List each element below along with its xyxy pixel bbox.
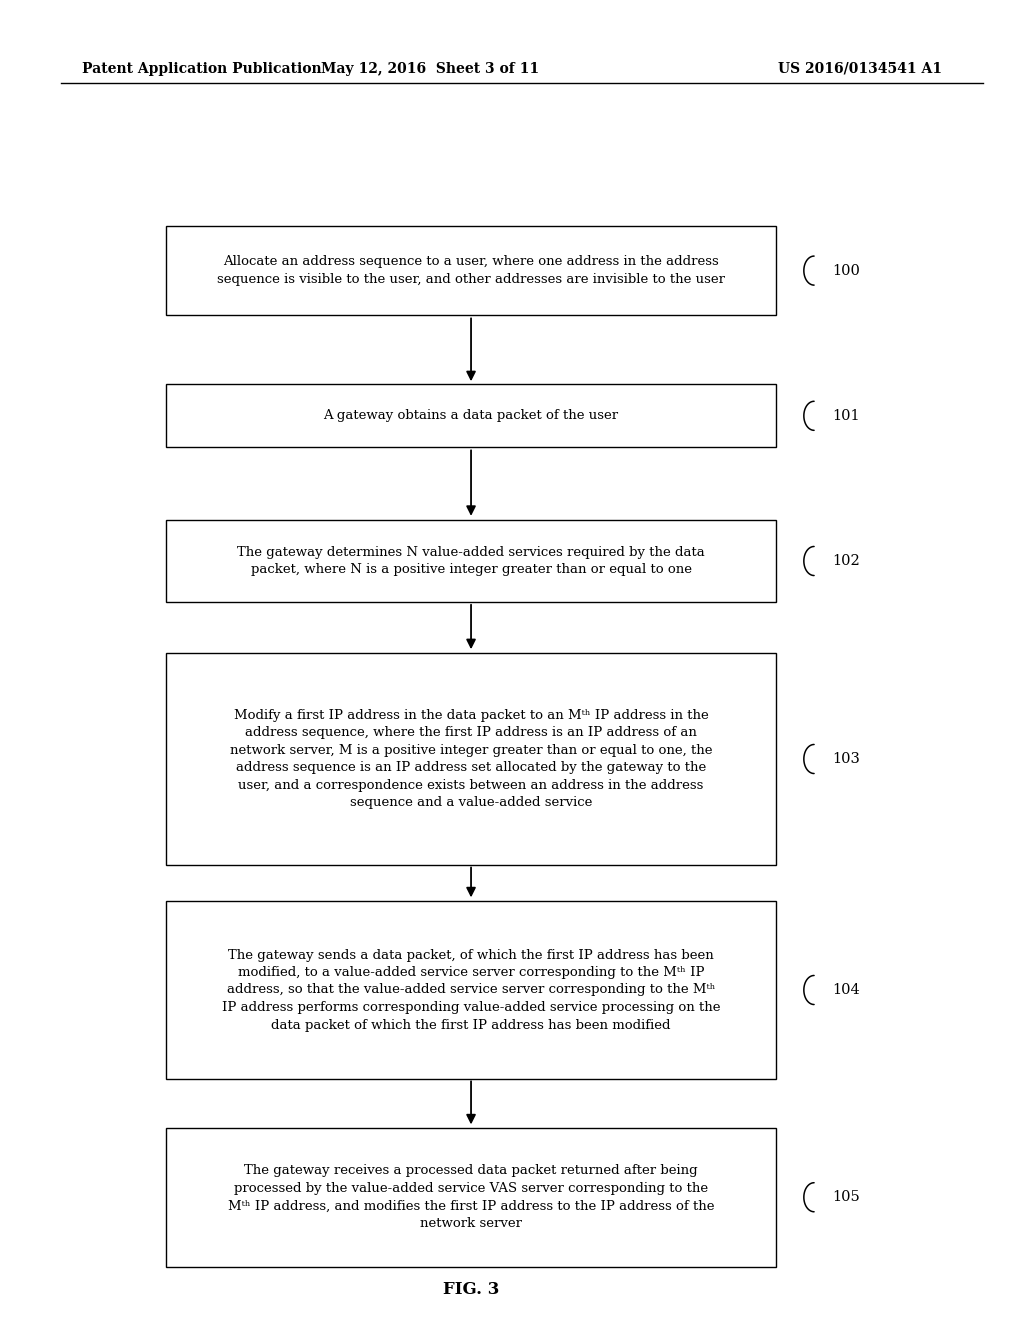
Text: May 12, 2016  Sheet 3 of 11: May 12, 2016 Sheet 3 of 11 xyxy=(321,62,540,75)
Text: Modify a first IP address in the data packet to an Mᵗʰ IP address in the
address: Modify a first IP address in the data pa… xyxy=(229,709,713,809)
Bar xyxy=(167,384,776,447)
Text: 104: 104 xyxy=(833,983,860,997)
Text: The gateway receives a processed data packet returned after being
processed by t: The gateway receives a processed data pa… xyxy=(227,1164,715,1230)
Text: 105: 105 xyxy=(833,1191,860,1204)
Text: FIG. 3: FIG. 3 xyxy=(442,1282,500,1298)
Text: US 2016/0134541 A1: US 2016/0134541 A1 xyxy=(778,62,942,75)
Bar xyxy=(167,900,776,1080)
Text: The gateway determines N value-added services required by the data
packet, where: The gateway determines N value-added ser… xyxy=(238,545,705,577)
Bar xyxy=(167,1127,776,1267)
Bar xyxy=(167,653,776,865)
Bar xyxy=(167,226,776,315)
Text: A gateway obtains a data packet of the user: A gateway obtains a data packet of the u… xyxy=(324,409,618,422)
Text: Allocate an address sequence to a user, where one address in the address
sequenc: Allocate an address sequence to a user, … xyxy=(217,255,725,286)
Text: Patent Application Publication: Patent Application Publication xyxy=(82,62,322,75)
Text: 101: 101 xyxy=(833,409,860,422)
Text: 102: 102 xyxy=(833,554,860,568)
Text: 103: 103 xyxy=(833,752,860,766)
Text: The gateway sends a data packet, of which the first IP address has been
modified: The gateway sends a data packet, of whic… xyxy=(222,949,720,1031)
Bar xyxy=(167,520,776,602)
Text: 100: 100 xyxy=(833,264,860,277)
